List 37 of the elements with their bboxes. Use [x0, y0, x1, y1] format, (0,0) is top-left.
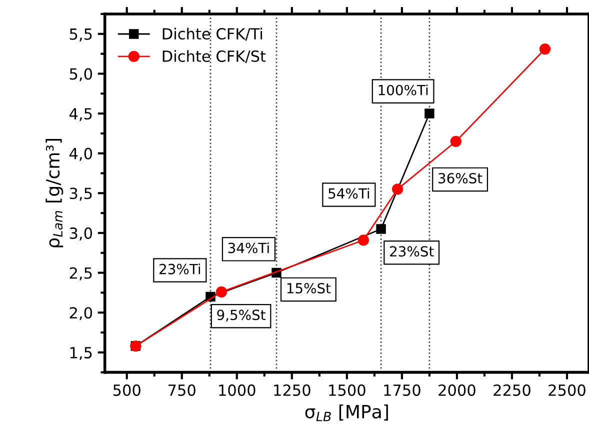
annotation: 23%St [390, 246, 434, 257]
point [392, 184, 404, 195]
legend-label: Dichte CFK/St [162, 50, 266, 64]
annotation: 9,5%St [217, 310, 266, 322]
legend-label: Dichte CFK/Ti [162, 28, 262, 41]
x-tick-label: 1000 [219, 384, 256, 396]
y-tick-label: 5,0 [70, 68, 92, 82]
y-tick-label: 1,5 [70, 347, 92, 360]
x-tick-label: 2500 [548, 384, 586, 396]
y-tick-label: 3,0 [70, 227, 92, 241]
y-tick-label: 2,5 [70, 267, 92, 280]
annotation: 34%Ti [228, 242, 269, 254]
point [358, 234, 369, 246]
y-tick-label: 4,0 [69, 148, 92, 161]
x-tick-label: 1500 [329, 384, 366, 396]
annotation: 23%Ti [160, 264, 200, 274]
annotation: 36%St [438, 172, 482, 184]
x-tick-label: 1750 [384, 384, 420, 396]
y-tick-label: 3,5 [70, 188, 92, 201]
point [424, 108, 434, 118]
point [450, 136, 462, 147]
x-tick-label: 2250 [494, 384, 530, 396]
y-axis-title: ρ$_{Lam}$ [g/cm³] [46, 139, 64, 248]
y-tick-label: 5,5 [70, 28, 92, 42]
x-tick-label: 750 [168, 384, 196, 396]
annotation: 100%Ti [378, 84, 428, 96]
x-tick-label: 2000 [438, 384, 476, 396]
y-tick-label: 2,0 [70, 307, 92, 320]
point [216, 286, 228, 298]
point [539, 43, 551, 55]
x-tick-label: 500 [113, 384, 140, 396]
point [376, 224, 386, 234]
x-tick-label: 1250 [274, 384, 310, 396]
annotation: 54%Ti [328, 188, 370, 199]
annotation: 15%St [287, 282, 331, 294]
y-tick-label: 4,5 [69, 108, 92, 122]
x-axis-title: σ$_{LB}$ [MPa] [305, 404, 388, 422]
